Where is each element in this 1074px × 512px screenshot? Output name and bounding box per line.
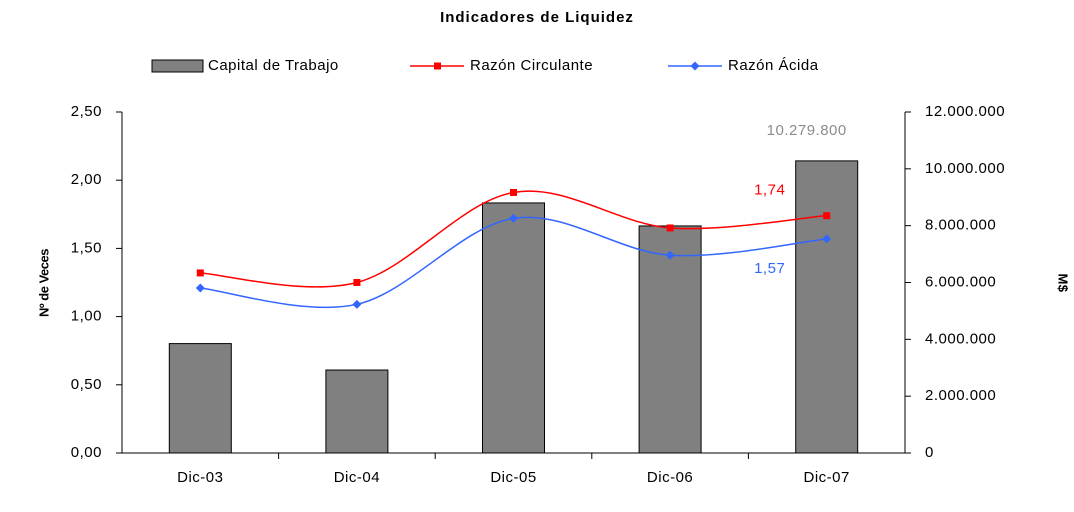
marker — [195, 283, 205, 293]
data-label: 1,57 — [754, 260, 785, 277]
y-tick-label: 2,00 — [71, 171, 102, 188]
legend-label: Capital de Trabajo — [208, 57, 339, 74]
bar — [638, 225, 702, 454]
data-label: 10.279.800 — [767, 122, 847, 139]
marker — [666, 224, 674, 232]
legend-label: Razón Circulante — [470, 57, 593, 74]
y2-tick-label: 4.000.000 — [925, 330, 996, 347]
y-tick-label: 1,00 — [71, 308, 102, 325]
y2-tick-label: 2.000.000 — [925, 387, 996, 404]
y2-axis-label: M$ — [1056, 273, 1071, 292]
y-tick-label: 0,00 — [71, 444, 102, 461]
marker — [196, 269, 204, 277]
y2-tick-label: 0 — [925, 444, 934, 461]
legend-label: Razón Ácida — [728, 57, 819, 74]
x-tick-label: Dic-05 — [490, 469, 536, 486]
chart-title: Indicadores de Liquidez — [440, 9, 634, 26]
bar — [482, 202, 545, 454]
marker — [510, 188, 517, 196]
y-axis-label: Nº de Veces — [36, 249, 51, 317]
y-tick-label: 0,50 — [71, 376, 102, 393]
legend-swatch — [151, 59, 204, 73]
y2-tick-label: 12.000.000 — [925, 103, 1005, 120]
y-tick-label: 2,50 — [71, 103, 102, 120]
y2-tick-label: 10.000.000 — [925, 160, 1005, 177]
marker — [352, 299, 362, 309]
y2-tick-label: 6.000.000 — [925, 273, 996, 290]
x-tick-label: Dic-04 — [334, 469, 380, 486]
x-tick-label: Dic-03 — [177, 469, 223, 486]
x-tick-label: Dic-06 — [647, 469, 693, 486]
marker — [822, 234, 832, 244]
y2-tick-label: 8.000.000 — [925, 217, 996, 234]
marker — [823, 212, 831, 220]
legend-marker — [690, 61, 700, 71]
marker — [509, 213, 518, 223]
bar — [795, 160, 859, 454]
x-tick-label: Dic-07 — [804, 469, 850, 486]
marker — [353, 279, 361, 286]
legend-marker — [434, 62, 441, 70]
bar — [325, 369, 389, 454]
bar — [168, 343, 232, 454]
data-label: 1,74 — [754, 182, 785, 199]
marker — [665, 250, 675, 260]
y-tick-label: 1,50 — [71, 239, 102, 256]
